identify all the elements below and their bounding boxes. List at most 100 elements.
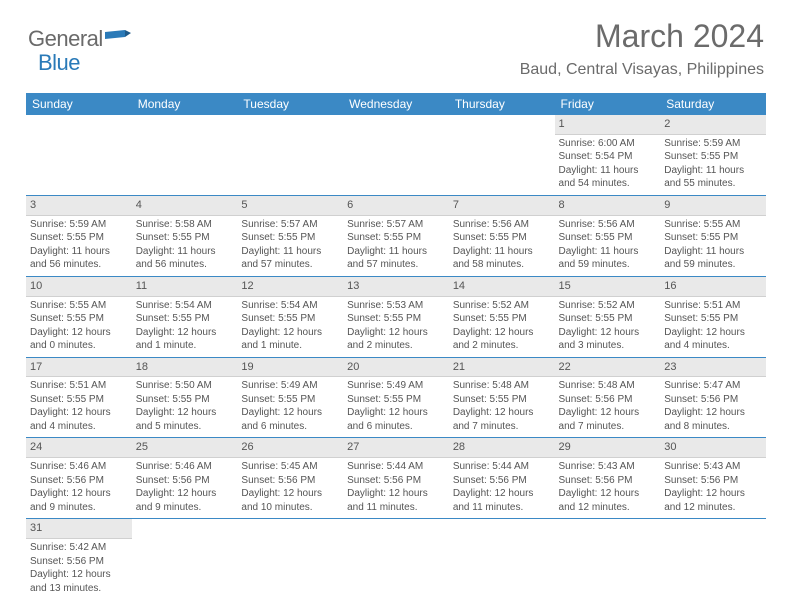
calendar-cell: 22Sunrise: 5:48 AMSunset: 5:56 PMDayligh… xyxy=(555,357,661,438)
day-body: Sunrise: 5:49 AMSunset: 5:55 PMDaylight:… xyxy=(343,377,449,437)
calendar-cell: 23Sunrise: 5:47 AMSunset: 5:56 PMDayligh… xyxy=(660,357,766,438)
sunset-text: Sunset: 5:56 PM xyxy=(241,474,339,488)
calendar-cell xyxy=(132,519,238,599)
sunrise-text: Sunrise: 5:46 AM xyxy=(30,460,128,474)
day-body: Sunrise: 5:53 AMSunset: 5:55 PMDaylight:… xyxy=(343,297,449,357)
calendar-cell: 19Sunrise: 5:49 AMSunset: 5:55 PMDayligh… xyxy=(237,357,343,438)
calendar-cell xyxy=(449,519,555,599)
calendar-cell xyxy=(449,115,555,195)
sunrise-text: Sunrise: 5:46 AM xyxy=(136,460,234,474)
daylight-text: Daylight: 12 hours and 12 minutes. xyxy=(559,487,657,514)
calendar-cell xyxy=(237,519,343,599)
calendar-cell xyxy=(237,115,343,195)
calendar-cell: 30Sunrise: 5:43 AMSunset: 5:56 PMDayligh… xyxy=(660,438,766,519)
calendar-cell: 20Sunrise: 5:49 AMSunset: 5:55 PMDayligh… xyxy=(343,357,449,438)
calendar-cell: 15Sunrise: 5:52 AMSunset: 5:55 PMDayligh… xyxy=(555,276,661,357)
day-number: 30 xyxy=(660,438,766,458)
sunrise-text: Sunrise: 5:49 AM xyxy=(241,379,339,393)
day-body: Sunrise: 5:58 AMSunset: 5:55 PMDaylight:… xyxy=(132,216,238,276)
calendar-cell xyxy=(132,115,238,195)
daylight-text: Daylight: 11 hours and 59 minutes. xyxy=(559,245,657,272)
sunrise-text: Sunrise: 5:54 AM xyxy=(241,299,339,313)
daylight-text: Daylight: 11 hours and 55 minutes. xyxy=(664,164,762,191)
daylight-text: Daylight: 12 hours and 7 minutes. xyxy=(559,406,657,433)
day-header-row: Sunday Monday Tuesday Wednesday Thursday… xyxy=(26,93,766,115)
daylight-text: Daylight: 12 hours and 9 minutes. xyxy=(30,487,128,514)
sunrise-text: Sunrise: 5:44 AM xyxy=(347,460,445,474)
calendar-cell: 21Sunrise: 5:48 AMSunset: 5:55 PMDayligh… xyxy=(449,357,555,438)
day-body: Sunrise: 5:47 AMSunset: 5:56 PMDaylight:… xyxy=(660,377,766,437)
calendar-row: 1Sunrise: 6:00 AMSunset: 5:54 PMDaylight… xyxy=(26,115,766,195)
day-header: Wednesday xyxy=(343,93,449,115)
sunrise-text: Sunrise: 5:44 AM xyxy=(453,460,551,474)
day-number: 29 xyxy=(555,438,661,458)
calendar-cell: 29Sunrise: 5:43 AMSunset: 5:56 PMDayligh… xyxy=(555,438,661,519)
sunset-text: Sunset: 5:55 PM xyxy=(347,231,445,245)
day-number: 20 xyxy=(343,358,449,378)
day-number: 18 xyxy=(132,358,238,378)
sunrise-text: Sunrise: 5:54 AM xyxy=(136,299,234,313)
logo-text-blue-wrap: Blue xyxy=(38,50,80,76)
sunrise-text: Sunrise: 5:49 AM xyxy=(347,379,445,393)
day-number: 23 xyxy=(660,358,766,378)
day-body: Sunrise: 5:49 AMSunset: 5:55 PMDaylight:… xyxy=(237,377,343,437)
calendar-cell xyxy=(555,519,661,599)
calendar-row: 10Sunrise: 5:55 AMSunset: 5:55 PMDayligh… xyxy=(26,276,766,357)
day-body: Sunrise: 5:54 AMSunset: 5:55 PMDaylight:… xyxy=(237,297,343,357)
sunset-text: Sunset: 5:56 PM xyxy=(559,474,657,488)
flag-icon xyxy=(105,28,131,51)
day-body: Sunrise: 5:55 AMSunset: 5:55 PMDaylight:… xyxy=(26,297,132,357)
sunrise-text: Sunrise: 5:57 AM xyxy=(347,218,445,232)
day-body: Sunrise: 5:46 AMSunset: 5:56 PMDaylight:… xyxy=(26,458,132,518)
daylight-text: Daylight: 12 hours and 6 minutes. xyxy=(347,406,445,433)
day-body: Sunrise: 5:43 AMSunset: 5:56 PMDaylight:… xyxy=(660,458,766,518)
day-body: Sunrise: 5:54 AMSunset: 5:55 PMDaylight:… xyxy=(132,297,238,357)
calendar-cell: 3Sunrise: 5:59 AMSunset: 5:55 PMDaylight… xyxy=(26,195,132,276)
calendar-cell: 24Sunrise: 5:46 AMSunset: 5:56 PMDayligh… xyxy=(26,438,132,519)
calendar-cell: 14Sunrise: 5:52 AMSunset: 5:55 PMDayligh… xyxy=(449,276,555,357)
sunrise-text: Sunrise: 5:50 AM xyxy=(136,379,234,393)
sunrise-text: Sunrise: 5:53 AM xyxy=(347,299,445,313)
day-body: Sunrise: 5:42 AMSunset: 5:56 PMDaylight:… xyxy=(26,539,132,599)
day-number: 3 xyxy=(26,196,132,216)
daylight-text: Daylight: 11 hours and 56 minutes. xyxy=(136,245,234,272)
calendar-cell: 6Sunrise: 5:57 AMSunset: 5:55 PMDaylight… xyxy=(343,195,449,276)
daylight-text: Daylight: 12 hours and 2 minutes. xyxy=(347,326,445,353)
calendar-cell: 10Sunrise: 5:55 AMSunset: 5:55 PMDayligh… xyxy=(26,276,132,357)
sunset-text: Sunset: 5:55 PM xyxy=(136,231,234,245)
day-body: Sunrise: 5:43 AMSunset: 5:56 PMDaylight:… xyxy=(555,458,661,518)
calendar-cell: 5Sunrise: 5:57 AMSunset: 5:55 PMDaylight… xyxy=(237,195,343,276)
day-number: 22 xyxy=(555,358,661,378)
daylight-text: Daylight: 12 hours and 8 minutes. xyxy=(664,406,762,433)
day-body: Sunrise: 5:52 AMSunset: 5:55 PMDaylight:… xyxy=(555,297,661,357)
day-body: Sunrise: 5:56 AMSunset: 5:55 PMDaylight:… xyxy=(555,216,661,276)
calendar-cell: 31Sunrise: 5:42 AMSunset: 5:56 PMDayligh… xyxy=(26,519,132,599)
day-body: Sunrise: 5:57 AMSunset: 5:55 PMDaylight:… xyxy=(237,216,343,276)
sunset-text: Sunset: 5:56 PM xyxy=(347,474,445,488)
daylight-text: Daylight: 12 hours and 10 minutes. xyxy=(241,487,339,514)
day-body: Sunrise: 6:00 AMSunset: 5:54 PMDaylight:… xyxy=(555,135,661,195)
day-body: Sunrise: 5:44 AMSunset: 5:56 PMDaylight:… xyxy=(449,458,555,518)
day-header: Saturday xyxy=(660,93,766,115)
sunset-text: Sunset: 5:56 PM xyxy=(136,474,234,488)
calendar-cell: 17Sunrise: 5:51 AMSunset: 5:55 PMDayligh… xyxy=(26,357,132,438)
daylight-text: Daylight: 12 hours and 11 minutes. xyxy=(453,487,551,514)
day-number: 14 xyxy=(449,277,555,297)
calendar-cell: 2Sunrise: 5:59 AMSunset: 5:55 PMDaylight… xyxy=(660,115,766,195)
sunrise-text: Sunrise: 5:48 AM xyxy=(559,379,657,393)
calendar-cell: 16Sunrise: 5:51 AMSunset: 5:55 PMDayligh… xyxy=(660,276,766,357)
sunrise-text: Sunrise: 5:51 AM xyxy=(30,379,128,393)
day-number: 16 xyxy=(660,277,766,297)
day-body: Sunrise: 5:48 AMSunset: 5:55 PMDaylight:… xyxy=(449,377,555,437)
calendar-row: 24Sunrise: 5:46 AMSunset: 5:56 PMDayligh… xyxy=(26,438,766,519)
sunrise-text: Sunrise: 5:58 AM xyxy=(136,218,234,232)
sunset-text: Sunset: 5:55 PM xyxy=(664,231,762,245)
sunset-text: Sunset: 5:55 PM xyxy=(664,150,762,164)
logo-text-blue: Blue xyxy=(38,50,80,75)
daylight-text: Daylight: 12 hours and 4 minutes. xyxy=(30,406,128,433)
sunset-text: Sunset: 5:56 PM xyxy=(664,393,762,407)
daylight-text: Daylight: 12 hours and 1 minute. xyxy=(136,326,234,353)
day-number: 15 xyxy=(555,277,661,297)
calendar-cell: 12Sunrise: 5:54 AMSunset: 5:55 PMDayligh… xyxy=(237,276,343,357)
sunset-text: Sunset: 5:55 PM xyxy=(30,231,128,245)
